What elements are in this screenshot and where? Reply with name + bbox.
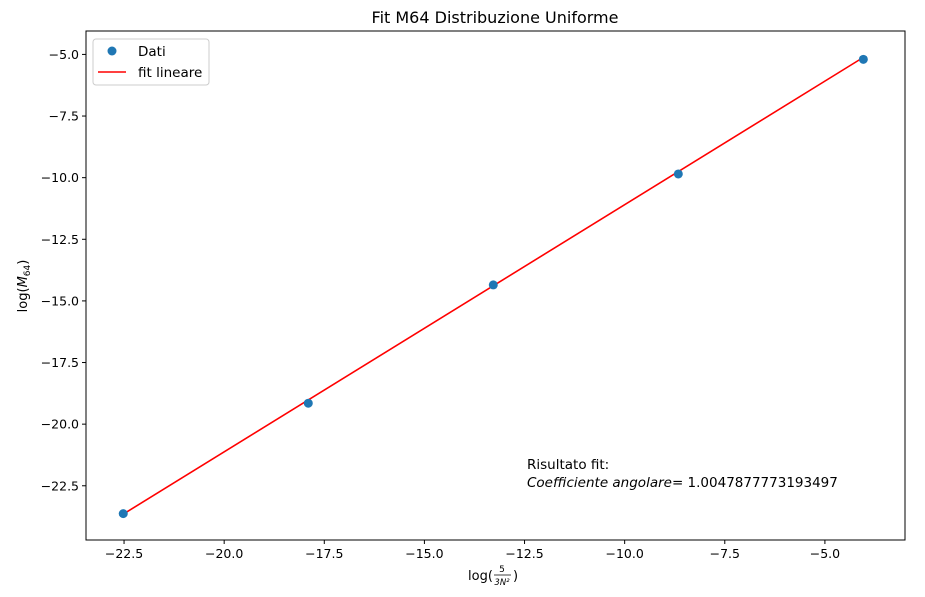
x-tick-label: −17.5 bbox=[305, 546, 343, 561]
y-tick-label: −10.0 bbox=[41, 170, 79, 185]
series-layer bbox=[118, 54, 868, 519]
x-axis-label: log( 5 3N² ) bbox=[468, 565, 518, 588]
svg-text:log(: log( bbox=[468, 569, 493, 584]
x-axis: −22.5 −20.0 −17.5 −15.0 −12.5 −10.0 −7.5 −5.0 bbox=[105, 540, 840, 561]
x-tick-label: −15.0 bbox=[405, 546, 443, 561]
annotation-label: Coefficiente angolare bbox=[527, 475, 672, 491]
svg-text:3N²: 3N² bbox=[494, 578, 510, 588]
x-tick-label: −5.0 bbox=[810, 546, 840, 561]
y-axis-label: log(M64) bbox=[16, 260, 33, 313]
data-point bbox=[488, 280, 498, 290]
data-point bbox=[303, 398, 313, 408]
x-tick-label: −7.5 bbox=[710, 546, 740, 561]
x-tick-label: −20.0 bbox=[205, 546, 243, 561]
y-tick-label: −5.0 bbox=[49, 47, 79, 62]
fit-annotation: Risultato fit: Coefficiente angolare= 1.… bbox=[527, 457, 838, 491]
annotation-result: Coefficiente angolare= 1.004787777319349… bbox=[527, 475, 838, 491]
annotation-heading: Risultato fit: bbox=[527, 457, 609, 473]
legend: Dati fit lineare bbox=[92, 38, 210, 86]
svg-text:5: 5 bbox=[499, 565, 505, 575]
x-tick-label: −22.5 bbox=[105, 546, 143, 561]
y-axis: −22.5 −20.0 −17.5 −15.0 −12.5 −10.0 −7.5 −5.0 bbox=[41, 47, 86, 493]
data-point bbox=[673, 169, 683, 179]
y-tick-label: −12.5 bbox=[41, 232, 79, 247]
x-tick-label: −10.0 bbox=[606, 546, 644, 561]
legend-label-dati: Dati bbox=[138, 44, 166, 60]
chart-title: Fit M64 Distribuzione Uniforme bbox=[372, 8, 619, 27]
y-tick-label: −17.5 bbox=[41, 355, 79, 370]
x-tick-label: −12.5 bbox=[505, 546, 543, 561]
data-point bbox=[118, 509, 128, 519]
svg-text:log(M64): log(M64) bbox=[16, 260, 33, 313]
y-tick-label: −15.0 bbox=[41, 293, 79, 308]
annotation-value: = 1.0047877773193497 bbox=[672, 475, 838, 491]
plot-area: −22.5 −20.0 −17.5 −15.0 −12.5 −10.0 −7.5 −5.0 −… bbox=[41, 30, 906, 561]
svg-text:): ) bbox=[513, 569, 518, 584]
legend-box bbox=[92, 38, 210, 86]
y-tick-label: −20.0 bbox=[41, 417, 79, 432]
legend-marker-dati bbox=[107, 46, 117, 56]
y-tick-label: −7.5 bbox=[49, 109, 79, 124]
y-tick-label: −22.5 bbox=[41, 478, 79, 493]
data-point bbox=[858, 54, 868, 64]
legend-label-fit: fit lineare bbox=[138, 65, 202, 81]
